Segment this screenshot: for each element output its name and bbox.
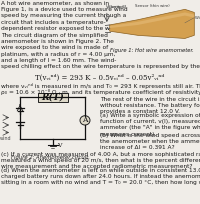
Text: (d) When the anemometer is left on while outside in consistent 13.0 m/s wind, th: (d) When the anemometer is left on while…	[1, 168, 200, 185]
Text: (b) What is the wind speed across the platinum wire of
the anemometer when the a: (b) What is the wind speed across the pl…	[100, 133, 200, 150]
Text: Current I: Current I	[108, 5, 126, 9]
Text: Figure 1: Hot wire anemometer.: Figure 1: Hot wire anemometer.	[110, 48, 194, 53]
Bar	[38, 93, 68, 102]
Text: Velocity U: Velocity U	[106, 5, 125, 9]
Text: wind: wind	[0, 136, 12, 141]
Text: V: V	[57, 143, 62, 148]
Text: where vᵥᵢⁿᵈ is measured in m/s and T₀ = 293 K represents still air. The resistiv: where vᵥᵢⁿᵈ is measured in m/s and T₀ = …	[1, 83, 200, 89]
Polygon shape	[110, 9, 194, 38]
Text: The rest of the wire in the circuit is assumed to be
without resistance. The bat: The rest of the wire in the circuit is a…	[100, 97, 200, 114]
Text: (c) If a current was measured of 4.00 A, but a more sophisticated radiometric an: (c) If a current was measured of 4.00 A,…	[1, 152, 200, 169]
Text: A hot wire anemometer, as shown in
Figure 1, is a device used to measure wind
sp: A hot wire anemometer, as shown in Figur…	[1, 1, 128, 31]
Text: A: A	[82, 116, 88, 124]
Text: Wire support: Wire support	[195, 16, 200, 20]
Polygon shape	[110, 12, 194, 28]
Text: T(vᵥᵢⁿᵈ) = 293 K – 0.5vᵥᵢⁿᵈ – 0.05v²ᵥᵢⁿᵈ: T(vᵥᵢⁿᵈ) = 293 K – 0.5vᵥᵢⁿᵈ – 0.05v²ᵥᵢⁿᵈ	[35, 74, 165, 82]
Text: Figure 2: Anemometer circuit.: Figure 2: Anemometer circuit.	[11, 155, 89, 160]
Text: The circuit diagram of the simplified
anemometer is shown in Figure 2. The
wire : The circuit diagram of the simplified an…	[1, 33, 200, 69]
Text: R(T): R(T)	[42, 93, 64, 102]
Text: (a) Write a symbolic expression of wind speed as a
function of current, v(I), me: (a) Write a symbolic expression of wind …	[100, 113, 200, 137]
Text: ρ₀ = 10.6 × 10⁻⁸ Ω · m, and its temperature coefficient of resistivity is α = 3.: ρ₀ = 10.6 × 10⁻⁸ Ω · m, and its temperat…	[1, 89, 200, 95]
Text: Sensor (thin wire): Sensor (thin wire)	[135, 4, 169, 8]
Circle shape	[80, 116, 90, 125]
